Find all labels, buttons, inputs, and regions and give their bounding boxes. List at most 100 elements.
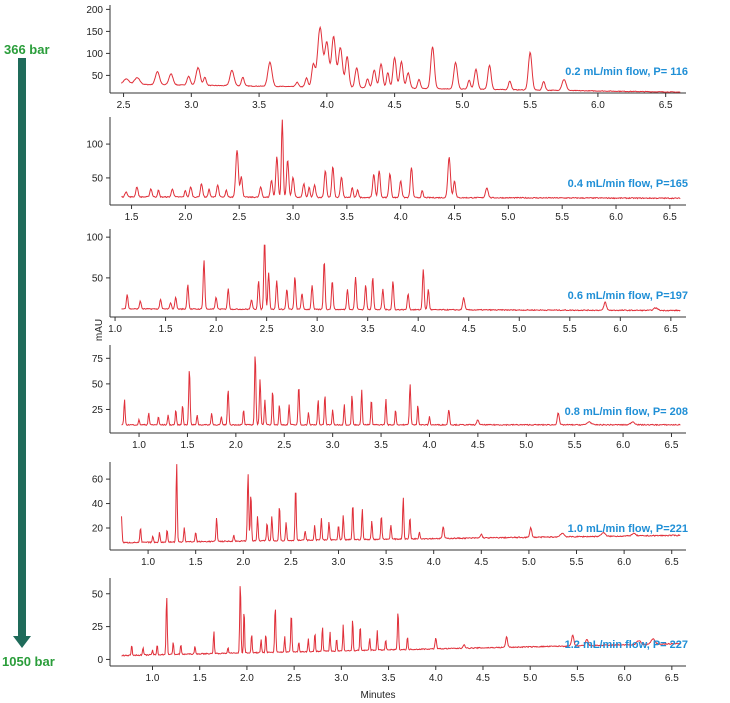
x-tick-label: 4.5 bbox=[476, 673, 490, 684]
pressure-arrow-head bbox=[13, 636, 31, 648]
y-tick-label: 50 bbox=[92, 379, 104, 390]
x-tick-label: 2.5 bbox=[287, 673, 301, 684]
x-tick-label: 5.5 bbox=[563, 324, 577, 335]
x-tick-label: 1.5 bbox=[189, 557, 203, 568]
x-tick-label: 1.0 bbox=[146, 673, 160, 684]
x-tick-label: 2.5 bbox=[284, 557, 298, 568]
y-tick-label: 50 bbox=[92, 589, 104, 600]
x-tick-label: 4.5 bbox=[388, 100, 402, 111]
chromatogram-trace-1 bbox=[121, 25, 681, 93]
x-tick-label: 6.5 bbox=[665, 673, 679, 684]
x-tick-label: 3.0 bbox=[332, 557, 346, 568]
x-tick-label: 5.5 bbox=[523, 100, 537, 111]
x-tick-label: 5.0 bbox=[523, 673, 537, 684]
x-tick-label: 4.5 bbox=[462, 324, 476, 335]
x-tick-label: 4.0 bbox=[429, 673, 443, 684]
y-tick-label: 0 bbox=[97, 655, 103, 666]
x-tick-label: 4.0 bbox=[394, 212, 408, 223]
y-tick-label: 50 bbox=[92, 273, 104, 284]
x-tick-label: 5.0 bbox=[455, 100, 469, 111]
x-tick-label: 5.5 bbox=[570, 673, 584, 684]
y-tick-label: 75 bbox=[92, 354, 104, 365]
x-tick-label: 4.0 bbox=[411, 324, 425, 335]
x-tick-label: 5.0 bbox=[512, 324, 526, 335]
x-tick-label: 3.5 bbox=[379, 557, 393, 568]
pressure-end-label: 1050 bar bbox=[2, 654, 55, 669]
x-tick-label: 1.0 bbox=[141, 557, 155, 568]
y-tick-label: 40 bbox=[92, 499, 104, 510]
x-tick-label: 5.5 bbox=[555, 212, 569, 223]
x-tick-label: 3.0 bbox=[334, 673, 348, 684]
x-tick-label: 3.5 bbox=[382, 673, 396, 684]
x-tick-label: 2.0 bbox=[209, 324, 223, 335]
x-tick-label: 2.0 bbox=[240, 673, 254, 684]
flow-condition-label: 0.4 mL/min flow, P=165 bbox=[568, 178, 688, 190]
chromatogram-trace-4 bbox=[121, 356, 681, 427]
x-tick-label: 6.5 bbox=[664, 324, 678, 335]
y-tick-label: 25 bbox=[92, 405, 104, 416]
y-tick-label: 100 bbox=[86, 233, 103, 244]
x-tick-label: 3.5 bbox=[340, 212, 354, 223]
panel-4: 1.0 1.5 2.0 2.5 3.0 3.5 4.0 4.5 5.0 5.5 6.0 6.5 25 50… bbox=[92, 345, 688, 451]
chromatogram-trace-2 bbox=[121, 119, 681, 200]
x-tick-label: 2.0 bbox=[178, 212, 192, 223]
x-tick-label: 1.0 bbox=[132, 440, 146, 451]
x-tick-label: 6.0 bbox=[613, 324, 627, 335]
x-tick-label: 6.5 bbox=[663, 212, 677, 223]
x-tick-label: 6.0 bbox=[618, 673, 632, 684]
x-tick-label: 1.0 bbox=[108, 324, 122, 335]
x-tick-label: 4.5 bbox=[474, 557, 488, 568]
chromatogram-trace-5 bbox=[121, 464, 681, 544]
y-tick-label: 50 bbox=[92, 71, 104, 82]
y-axis-title: mAU bbox=[94, 319, 105, 341]
x-tick-label: 6.5 bbox=[665, 440, 679, 451]
x-tick-label: 1.5 bbox=[125, 212, 139, 223]
panels-layer: 2.5 3.0 3.5 4.0 4.5 5.0 5.5 6.0 6.5501001502000.… bbox=[86, 5, 688, 684]
flow-condition-label: 1.0 mL/min flow, P=221 bbox=[568, 523, 688, 535]
y-tick-label: 100 bbox=[86, 140, 103, 151]
chromatogram-trace-3 bbox=[121, 244, 681, 312]
panel-3: 1.0 1.5 2.0 2.5 3.0 3.5 4.0 4.5 5.0 5.5 6.0 6.5 50 10… bbox=[86, 229, 688, 335]
x-tick-label: 4.5 bbox=[448, 212, 462, 223]
panel-6: 1.0 1.5 2.0 2.5 3.0 3.5 4.0 4.5 5.0 5.5 6.0 6.5 0 25 5… bbox=[92, 578, 688, 684]
y-tick-label: 60 bbox=[92, 475, 104, 486]
x-tick-label: 1.5 bbox=[193, 673, 207, 684]
x-tick-label: 6.5 bbox=[665, 557, 679, 568]
panel-2: 1.5 2.0 2.5 3.0 3.5 4.0 4.5 5.0 5.5 6.0 6.5 50 100 0.… bbox=[86, 117, 688, 223]
x-axis-title: Minutes bbox=[360, 690, 395, 701]
x-tick-label: 3.5 bbox=[361, 324, 375, 335]
x-tick-label: 3.0 bbox=[326, 440, 340, 451]
y-tick-label: 100 bbox=[86, 49, 103, 60]
flow-condition-label: 1.2 mL/min flow, P= 227 bbox=[565, 639, 688, 651]
flow-condition-label: 0.8 mL/min flow, P= 208 bbox=[565, 406, 688, 418]
y-tick-label: 25 bbox=[92, 622, 104, 633]
pressure-start-label: 366 bar bbox=[4, 42, 50, 57]
x-tick-label: 4.5 bbox=[471, 440, 485, 451]
x-tick-label: 5.0 bbox=[519, 440, 533, 451]
x-tick-label: 2.5 bbox=[260, 324, 274, 335]
panel-1: 2.5 3.0 3.5 4.0 4.5 5.0 5.5 6.0 6.5 50 100 150 200 0.… bbox=[86, 5, 688, 111]
x-tick-label: 3.0 bbox=[286, 212, 300, 223]
x-tick-label: 5.0 bbox=[501, 212, 515, 223]
x-tick-label: 2.0 bbox=[229, 440, 243, 451]
x-tick-label: 6.0 bbox=[609, 212, 623, 223]
x-tick-label: 5.0 bbox=[522, 557, 536, 568]
x-tick-label: 3.0 bbox=[310, 324, 324, 335]
x-tick-label: 3.0 bbox=[184, 100, 198, 111]
x-tick-label: 1.5 bbox=[180, 440, 194, 451]
pressure-arrow: 366 bar 1050 bar bbox=[2, 42, 55, 669]
x-tick-label: 2.5 bbox=[117, 100, 131, 111]
y-tick-label: 150 bbox=[86, 27, 103, 38]
x-tick-label: 5.5 bbox=[570, 557, 584, 568]
x-tick-label: 5.5 bbox=[568, 440, 582, 451]
x-tick-label: 4.0 bbox=[427, 557, 441, 568]
chromatogram-trace-6 bbox=[121, 586, 681, 657]
x-tick-label: 2.5 bbox=[232, 212, 246, 223]
x-tick-label: 6.0 bbox=[616, 440, 630, 451]
x-tick-label: 1.5 bbox=[159, 324, 173, 335]
x-tick-label: 2.0 bbox=[236, 557, 250, 568]
x-tick-label: 3.5 bbox=[252, 100, 266, 111]
x-tick-label: 4.0 bbox=[423, 440, 437, 451]
x-tick-label: 6.0 bbox=[617, 557, 631, 568]
